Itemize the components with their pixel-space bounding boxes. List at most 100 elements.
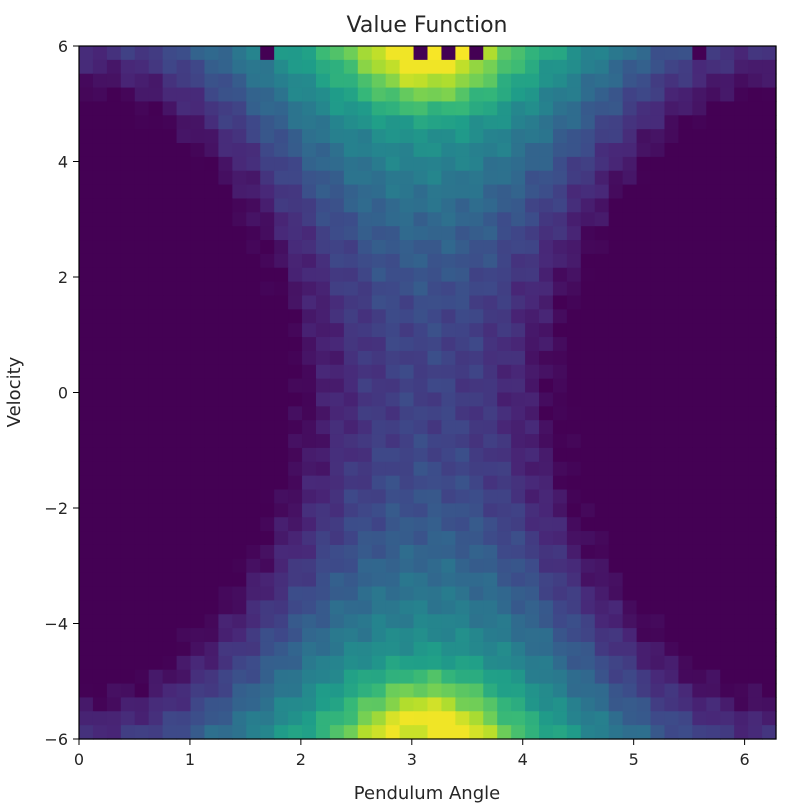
heatmap-cell bbox=[720, 323, 735, 338]
heatmap-cell bbox=[162, 475, 178, 491]
heatmap-cell bbox=[483, 614, 498, 629]
heatmap-cell bbox=[497, 475, 512, 491]
heatmap-cell bbox=[636, 600, 652, 615]
heatmap-cell bbox=[148, 73, 164, 89]
heatmap-cell bbox=[566, 544, 582, 560]
heatmap-cell bbox=[692, 143, 707, 158]
heatmap-cell bbox=[232, 628, 247, 643]
heatmap-cell bbox=[162, 461, 178, 477]
heatmap-cell bbox=[427, 323, 443, 338]
heatmap-cell bbox=[385, 73, 401, 89]
heatmap-cell bbox=[218, 517, 233, 532]
heatmap-cell bbox=[385, 240, 401, 255]
heatmap-cell bbox=[483, 517, 498, 532]
heatmap-cell bbox=[357, 350, 373, 366]
heatmap-cell bbox=[706, 558, 721, 574]
heatmap-cell bbox=[427, 600, 443, 615]
heatmap-cell bbox=[720, 392, 735, 407]
heatmap-cell bbox=[497, 350, 512, 366]
heatmap-cell bbox=[329, 683, 345, 699]
heatmap-cell bbox=[441, 614, 456, 629]
heatmap-cell bbox=[678, 447, 693, 463]
heatmap-cell bbox=[260, 281, 275, 297]
heatmap-cell bbox=[441, 295, 456, 310]
heatmap-cell bbox=[483, 392, 498, 407]
heatmap-cell bbox=[525, 281, 540, 297]
heatmap-cell bbox=[329, 240, 345, 255]
heatmap-cell bbox=[678, 503, 693, 518]
heatmap-cell bbox=[371, 253, 387, 269]
heatmap-cell bbox=[260, 711, 275, 726]
heatmap-cell bbox=[134, 475, 150, 491]
heatmap-cell bbox=[762, 129, 777, 144]
heatmap-cell bbox=[288, 725, 303, 740]
heatmap-cell bbox=[664, 572, 680, 588]
heatmap-cell bbox=[218, 87, 233, 103]
heatmap-cell bbox=[120, 628, 136, 643]
heatmap-cell bbox=[190, 406, 206, 421]
heatmap-cell bbox=[385, 46, 401, 61]
heatmap-cell bbox=[720, 461, 735, 477]
heatmap-cell bbox=[734, 364, 749, 380]
heatmap-cell bbox=[455, 572, 470, 588]
heatmap-cell bbox=[483, 212, 498, 227]
heatmap-cell bbox=[525, 406, 540, 421]
heatmap-cell bbox=[678, 267, 693, 283]
heatmap-cell bbox=[288, 364, 303, 380]
heatmap-cell bbox=[566, 198, 582, 213]
heatmap-cell bbox=[608, 586, 624, 601]
heatmap-cell bbox=[483, 600, 498, 615]
heatmap-cell bbox=[190, 683, 206, 699]
heatmap-cell bbox=[720, 198, 735, 213]
heatmap-cell bbox=[594, 87, 610, 103]
heatmap-cell bbox=[622, 406, 638, 421]
heatmap-cell bbox=[204, 46, 219, 61]
heatmap-cell bbox=[148, 461, 164, 477]
heatmap-cell bbox=[441, 143, 456, 158]
heatmap-cell bbox=[106, 531, 122, 546]
heatmap-cell bbox=[385, 628, 401, 643]
heatmap-cell bbox=[608, 323, 624, 338]
heatmap-cell bbox=[413, 226, 429, 241]
heatmap-cell bbox=[608, 46, 624, 61]
heatmap-cell bbox=[92, 711, 108, 726]
heatmap-cell bbox=[469, 475, 484, 491]
heatmap-cell bbox=[357, 600, 373, 615]
heatmap-cell bbox=[678, 46, 693, 61]
heatmap-cell bbox=[748, 392, 763, 407]
heatmap-cell bbox=[580, 281, 596, 297]
heatmap-cell bbox=[79, 544, 94, 560]
heatmap-cell bbox=[385, 420, 401, 435]
heatmap-cell bbox=[134, 281, 150, 297]
heatmap-cell bbox=[525, 198, 540, 213]
heatmap-cell bbox=[218, 281, 233, 297]
heatmap-cell bbox=[734, 240, 749, 255]
heatmap-cell bbox=[288, 46, 303, 61]
heatmap-cell bbox=[343, 240, 359, 255]
heatmap-cell bbox=[134, 725, 150, 740]
heatmap-cell bbox=[594, 115, 610, 130]
heatmap-cell bbox=[525, 212, 540, 227]
heatmap-cell bbox=[106, 323, 122, 338]
heatmap-cell bbox=[218, 461, 233, 477]
heatmap-cell bbox=[748, 59, 763, 75]
heatmap-cell bbox=[455, 489, 470, 504]
heatmap-cell bbox=[260, 503, 275, 518]
heatmap-cell bbox=[218, 364, 233, 380]
heatmap-cell bbox=[483, 240, 498, 255]
heatmap-cell bbox=[274, 572, 289, 588]
heatmap-cell bbox=[622, 253, 638, 269]
heatmap-cell bbox=[594, 101, 610, 116]
heatmap-cell bbox=[79, 447, 94, 463]
heatmap-cell bbox=[343, 73, 359, 89]
heatmap-cell bbox=[734, 558, 749, 574]
heatmap-cell bbox=[399, 628, 415, 643]
heatmap-cell bbox=[678, 420, 693, 435]
heatmap-cell bbox=[469, 406, 484, 421]
heatmap-cell bbox=[79, 337, 94, 352]
heatmap-cell bbox=[706, 544, 721, 560]
heatmap-cell bbox=[678, 531, 693, 546]
heatmap-cell bbox=[302, 115, 317, 130]
heatmap-cell bbox=[274, 378, 289, 394]
heatmap-cell bbox=[706, 170, 721, 186]
